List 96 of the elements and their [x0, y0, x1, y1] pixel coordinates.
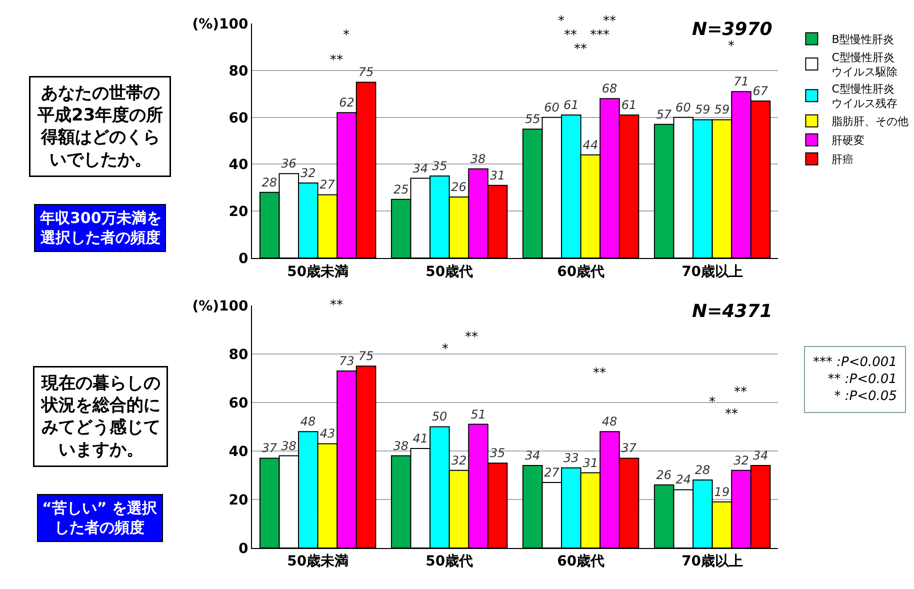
y-tick-label: 40 — [228, 444, 249, 460]
data-label: 36 — [281, 156, 297, 171]
annotation: * — [343, 28, 350, 43]
x-tick-label: 50歳未満 — [287, 554, 349, 570]
data-label: 24 — [676, 472, 692, 487]
annotation: * — [709, 395, 716, 410]
data-label: 31 — [490, 168, 506, 182]
data-label: 31 — [582, 456, 598, 470]
x-tick-label: 60歳代 — [557, 264, 605, 280]
data-label: 32 — [451, 453, 467, 468]
annotation: ** — [574, 42, 588, 57]
text: *** :P<0.001 ** :P<0.01 * :P<0.05 — [813, 355, 897, 404]
data-label: 38 — [281, 438, 297, 453]
data-label: 75 — [358, 349, 374, 364]
annotation: ** — [603, 14, 616, 29]
y-tick-label: 60 — [228, 395, 249, 412]
annotation: *** — [590, 28, 610, 43]
data-label: 26 — [656, 468, 672, 482]
data-label: 59 — [714, 102, 730, 117]
data-label: 75 — [358, 65, 374, 80]
x-tick-label: 50歳代 — [426, 554, 474, 570]
data-label: 34 — [524, 448, 540, 463]
x-tick-label: 50歳代 — [426, 264, 474, 280]
annotation: ** — [330, 53, 344, 68]
data-label: 73 — [339, 354, 354, 368]
annotation: ** — [734, 385, 748, 400]
data-label: 43 — [320, 426, 336, 441]
data-label: 41 — [412, 432, 428, 446]
data-label: 71 — [734, 74, 749, 89]
y-tick-label: 80 — [228, 63, 249, 80]
legend-label: 脂肪肝、その他 — [832, 115, 909, 128]
data-label: 50 — [432, 410, 448, 424]
data-label: 32 — [300, 166, 316, 180]
annotation: N=4371 — [692, 301, 772, 322]
data-label: 61 — [564, 98, 579, 112]
data-label: 33 — [564, 450, 579, 465]
data-label: 32 — [734, 453, 749, 468]
data-label: 37 — [621, 441, 637, 456]
y-tick-label: 0 — [238, 540, 249, 557]
data-label: 26 — [451, 180, 467, 194]
data-label: 27 — [320, 178, 336, 192]
x-tick-label: 70歳以上 — [682, 554, 744, 570]
annotation: ** — [593, 366, 606, 381]
annotation: N=3970 — [692, 19, 772, 40]
data-label: 35 — [432, 158, 448, 173]
data-label: 48 — [602, 414, 618, 429]
data-label: 59 — [695, 102, 710, 117]
data-label: 67 — [752, 84, 768, 98]
data-label: 55 — [524, 112, 540, 126]
y-tick-label: 0 — [238, 250, 249, 267]
data-label: 51 — [470, 407, 486, 422]
data-label: 28 — [262, 175, 278, 190]
data-label: 35 — [490, 446, 506, 460]
legend-label: C型慢性肝炎ウイルス駆除 — [832, 51, 898, 78]
annotation: ** — [564, 28, 578, 43]
text: “苦しい” を選択した者の頻度 — [42, 499, 158, 536]
x-tick-label: 70歳以上 — [682, 264, 744, 280]
legend-label: B型慢性肝炎 — [832, 32, 894, 46]
x-tick-label: 50歳未満 — [287, 264, 349, 280]
data-label: 38 — [470, 152, 486, 166]
annotation: * — [728, 39, 735, 54]
x-tick-label: 60歳代 — [557, 554, 605, 570]
data-label: 38 — [393, 438, 409, 453]
text: 年収300万未満を選択した者の頻度 — [39, 209, 162, 246]
data-label: 60 — [544, 100, 560, 114]
y-tick-label: 80 — [228, 346, 249, 363]
y-tick-label: 40 — [228, 157, 249, 174]
legend-label: C型慢性肝炎ウイルス残存 — [832, 82, 898, 110]
data-label: 25 — [393, 182, 409, 196]
data-label: 28 — [694, 463, 710, 478]
data-label: 60 — [676, 100, 692, 114]
data-label: 68 — [602, 82, 618, 96]
annotation: * — [558, 14, 565, 29]
data-label: 62 — [339, 96, 354, 110]
data-label: 44 — [582, 138, 598, 152]
y-tick-label: (%)100 — [192, 16, 249, 33]
y-tick-label: 20 — [228, 492, 249, 508]
legend-label: 肝癌 — [832, 153, 854, 166]
annotation: ** — [330, 298, 344, 313]
data-label: 48 — [300, 414, 316, 429]
data-label: 27 — [544, 465, 560, 480]
legend-label: 肝硬変 — [832, 134, 865, 148]
annotation: * — [442, 342, 449, 357]
y-tick-label: (%)100 — [192, 298, 249, 314]
data-label: 37 — [262, 441, 278, 456]
data-label: 19 — [714, 484, 730, 499]
text: あなたの世帯の平成23年度の所得額はどのくらいでしたか。 — [36, 84, 164, 170]
data-label: 34 — [412, 161, 428, 176]
y-tick-label: 20 — [228, 204, 249, 220]
annotation: ** — [465, 330, 478, 345]
text: 現在の暮らしの状況を総合的にみてどう感じていますか。 — [40, 374, 160, 460]
y-tick-label: 60 — [228, 110, 249, 126]
data-label: 57 — [656, 107, 672, 122]
data-label: 34 — [752, 448, 768, 463]
data-label: 61 — [621, 98, 637, 112]
annotation: ** — [725, 407, 738, 422]
